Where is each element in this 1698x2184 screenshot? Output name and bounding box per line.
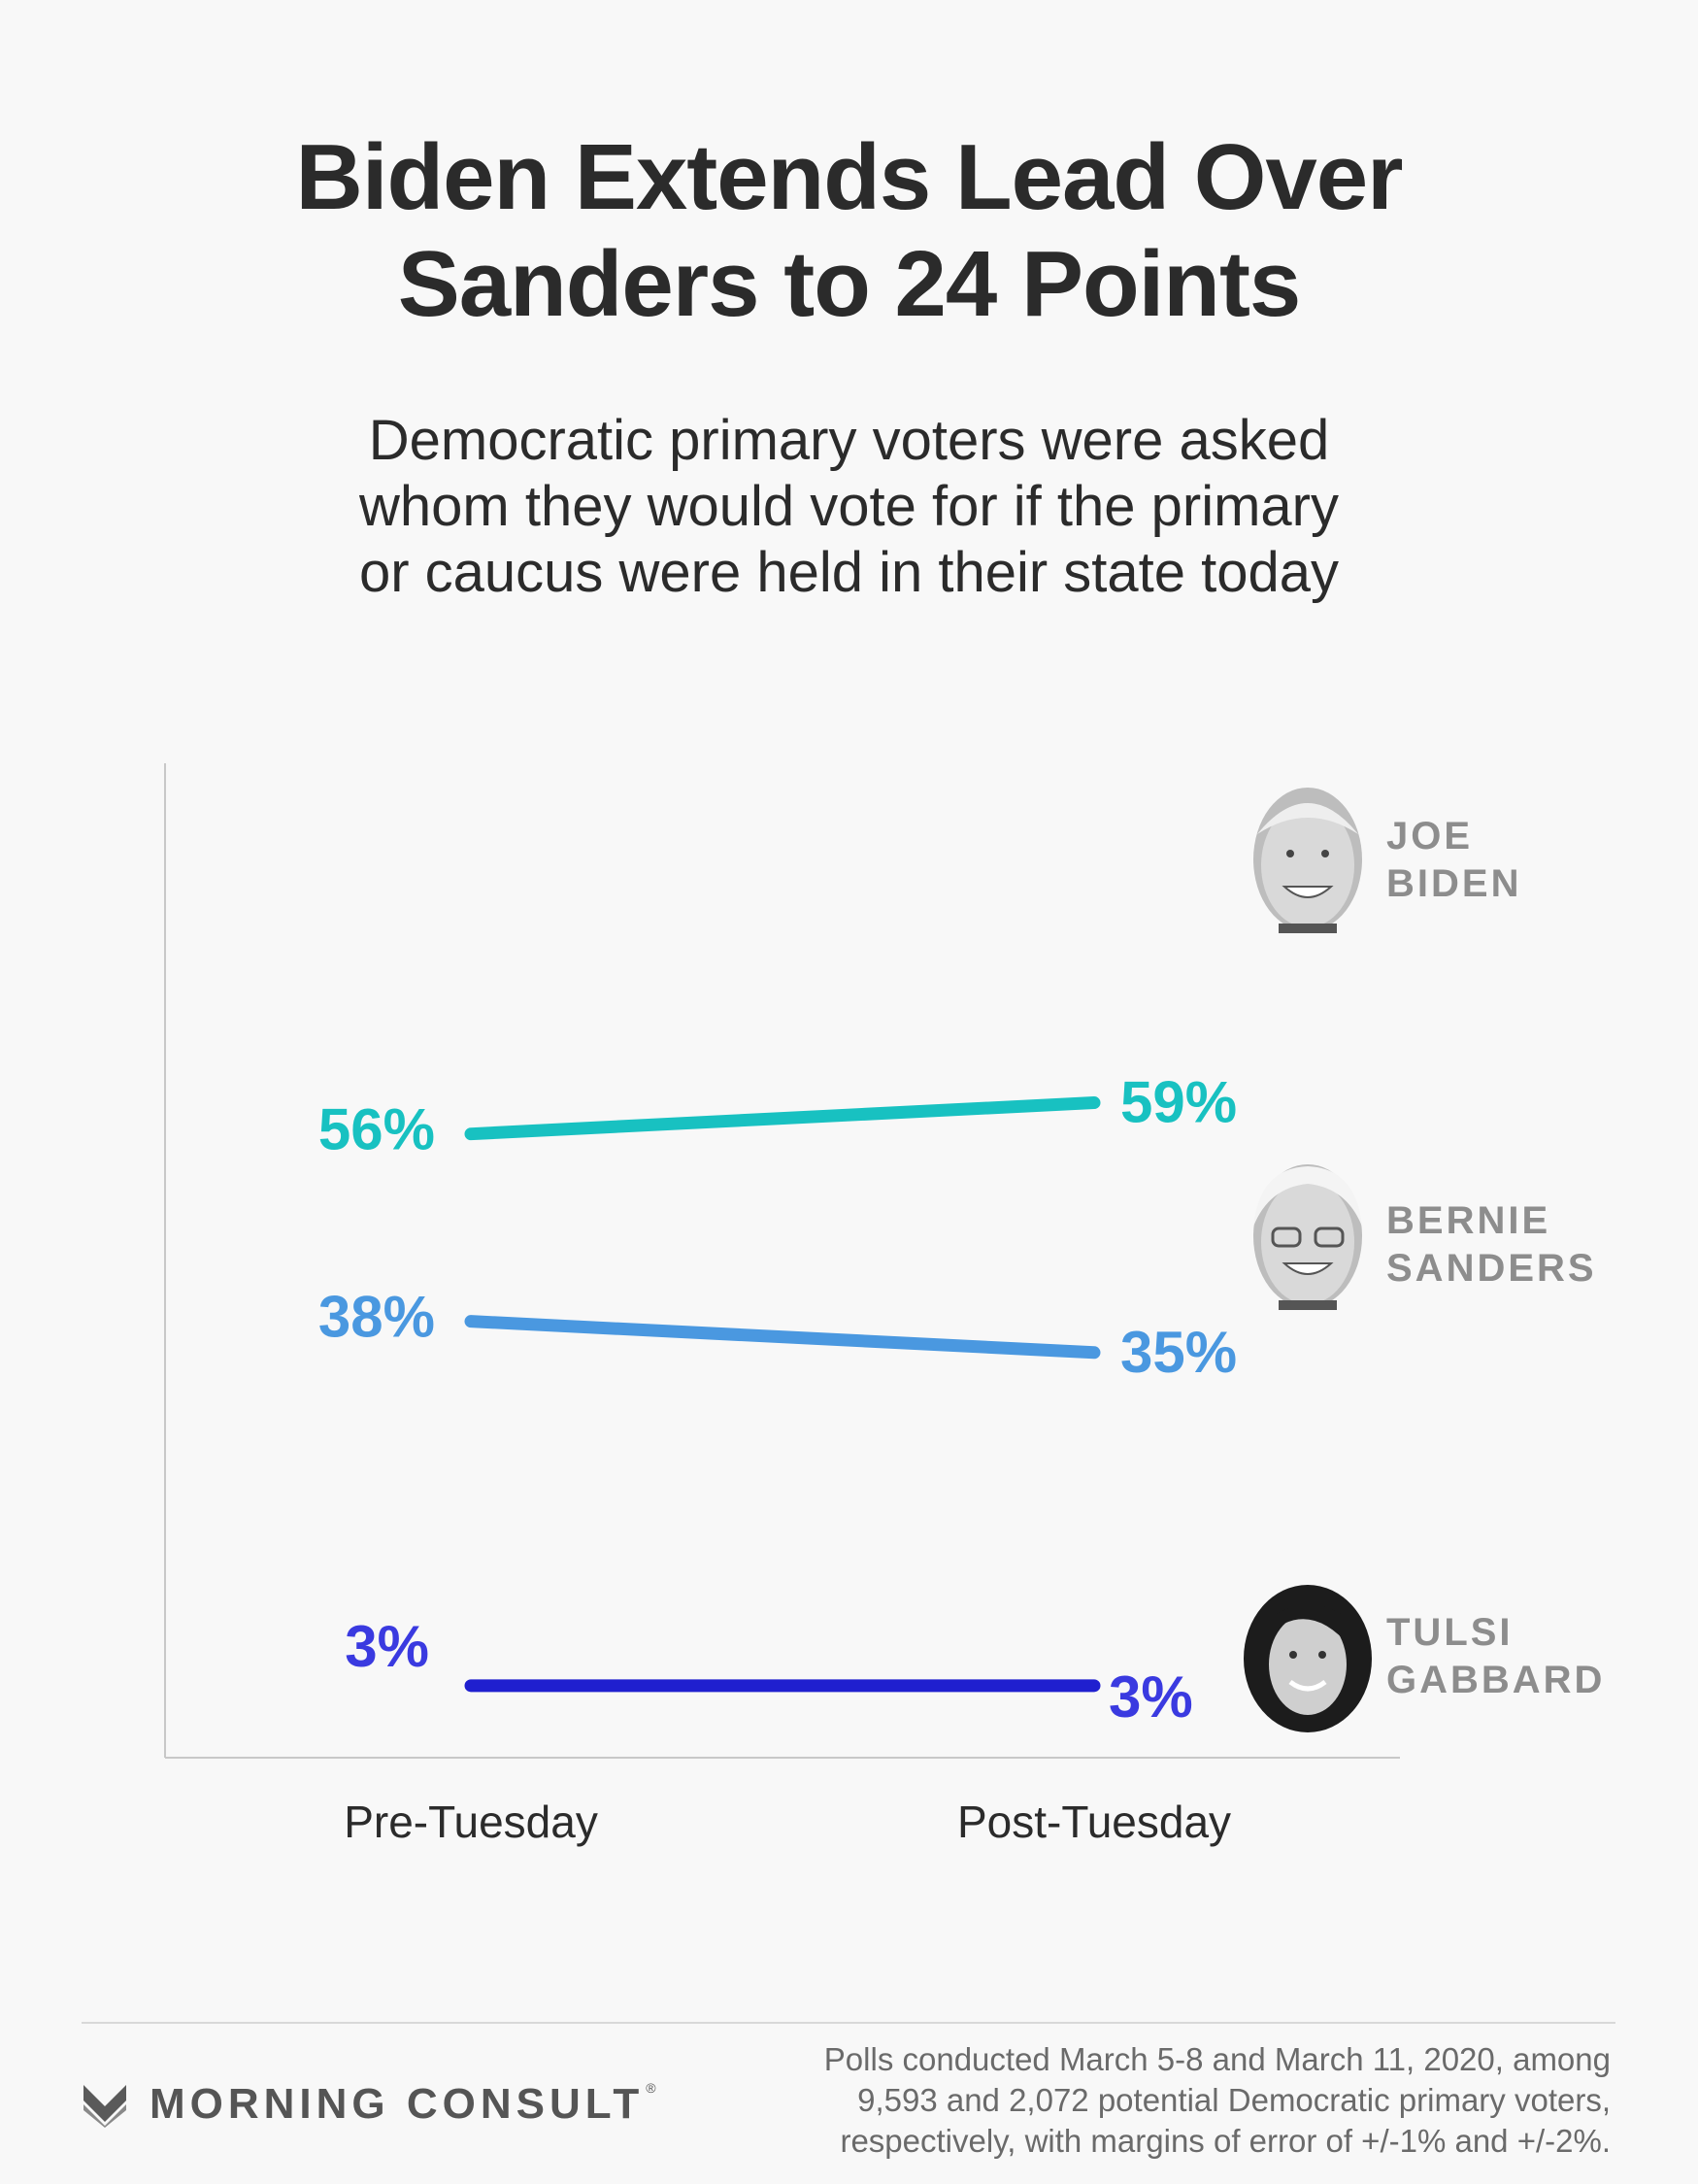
series-line-joe-biden bbox=[464, 1096, 1101, 1141]
line-chart: Pre-Tuesday Post-Tuesday 56% 59% JOE BIDEN 38%… bbox=[164, 763, 1605, 1847]
morning-consult-logo-icon bbox=[83, 2085, 126, 2128]
chart-subtitle: Democratic primary voters were asked who… bbox=[358, 409, 1340, 604]
brand-name: MORNING CONSULT bbox=[150, 2080, 645, 2128]
data-label-tulsi-gabbard-post: 3% bbox=[1109, 1664, 1193, 1730]
series-name-bernie-sanders-line-1: BERNIE bbox=[1386, 1199, 1550, 1242]
series-line-bernie-sanders bbox=[464, 1315, 1101, 1360]
series-name-bernie-sanders-line-2: SANDERS bbox=[1386, 1247, 1597, 1290]
brand: MORNING CONSULT ® bbox=[82, 2080, 656, 2129]
source-note: Polls conducted March 5-8 and March 11, … bbox=[823, 2041, 1611, 2159]
series-name-tulsi-gabbard-line-2: GABBARD bbox=[1386, 1659, 1605, 1701]
series-name-joe-biden-line-2: BIDEN bbox=[1386, 862, 1521, 905]
bernie-sanders-portrait-icon bbox=[1253, 1164, 1362, 1310]
data-label-bernie-sanders-post: 35% bbox=[1120, 1320, 1237, 1385]
chart-title: Biden Extends Lead Over Sanders to 24 Po… bbox=[295, 125, 1403, 336]
data-label-bernie-sanders-pre: 38% bbox=[318, 1285, 435, 1350]
x-tick-label-post-tuesday: Post-Tuesday bbox=[957, 1797, 1231, 1847]
tulsi-gabbard-portrait-icon bbox=[1244, 1585, 1372, 1732]
footer-divider bbox=[82, 2022, 1615, 2024]
data-label-joe-biden-post: 59% bbox=[1120, 1070, 1237, 1135]
data-label-tulsi-gabbard-pre: 3% bbox=[345, 1614, 429, 1679]
registered-mark: ® bbox=[646, 2080, 656, 2096]
joe-biden-portrait-icon bbox=[1253, 788, 1362, 933]
series-name-tulsi-gabbard-line-1: TULSI bbox=[1386, 1611, 1514, 1654]
series-name-joe-biden-line-1: JOE bbox=[1386, 815, 1473, 857]
data-label-joe-biden-pre: 56% bbox=[318, 1097, 435, 1162]
x-tick-label-pre-tuesday: Pre-Tuesday bbox=[344, 1797, 598, 1847]
